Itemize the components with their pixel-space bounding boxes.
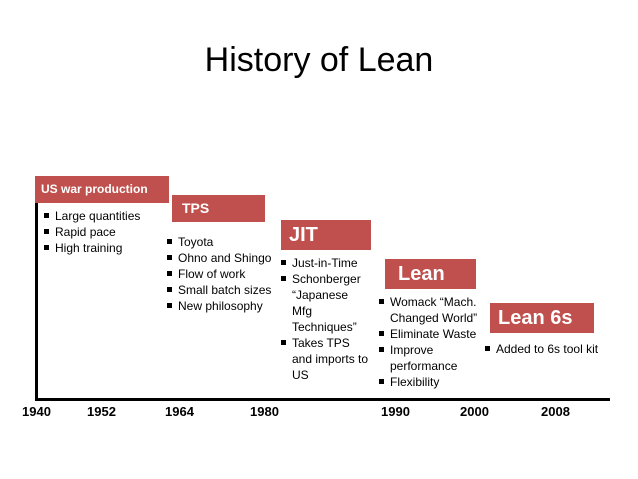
year-label-1964: 1964 <box>165 404 194 419</box>
timeline-horizontal-axis <box>35 398 610 401</box>
bullet-item: Schonberger “Japanese Mfg Techniques” <box>280 271 370 335</box>
page-title: History of Lean <box>204 41 434 79</box>
bullet-item: Flow of work <box>166 266 278 282</box>
bullet-item: Eliminate Waste <box>378 326 492 342</box>
bullet-item: New philosophy <box>166 298 278 314</box>
stage-box-lean: Lean <box>385 259 476 289</box>
stage-box-us-war-production: US war production <box>35 176 169 203</box>
stage-box-jit: JIT <box>281 220 371 250</box>
bullet-item: Just-in-Time <box>280 255 370 271</box>
stage-bullets-lean-6s: Added to 6s tool kit <box>484 341 604 357</box>
timeline-vertical-axis <box>35 178 38 401</box>
bullet-item: Rapid pace <box>43 224 163 240</box>
bullet-item: High training <box>43 240 163 256</box>
year-label-2000: 2000 <box>460 404 489 419</box>
year-label-1940: 1940 <box>22 404 51 419</box>
year-label-2008: 2008 <box>541 404 570 419</box>
year-label-1980: 1980 <box>250 404 279 419</box>
stage-label: JIT <box>289 224 318 246</box>
bullet-item: Womack “Mach. Changed World” <box>378 294 492 326</box>
bullet-item: Large quantities <box>43 208 163 224</box>
stage-box-lean-6s: Lean 6s <box>490 303 594 333</box>
year-label-1952: 1952 <box>87 404 116 419</box>
stage-bullets-tps: Toyota Ohno and Shingo Flow of work Smal… <box>166 234 278 314</box>
bullet-item: Toyota <box>166 234 278 250</box>
bullet-item: Flexibility <box>378 374 492 390</box>
bullet-item: Ohno and Shingo <box>166 250 278 266</box>
stage-box-tps: TPS <box>172 195 265 222</box>
stage-bullets-us-war-production: Large quantities Rapid pace High trainin… <box>43 208 163 256</box>
stage-label: US war production <box>41 182 148 196</box>
stage-label: TPS <box>182 200 210 216</box>
stage-label: Lean <box>398 263 445 285</box>
bullet-item: Improve performance <box>378 342 492 374</box>
stage-bullets-jit: Just-in-Time Schonberger “Japanese Mfg T… <box>280 255 370 383</box>
bullet-item: Added to 6s tool kit <box>484 341 604 357</box>
year-label-1990: 1990 <box>381 404 410 419</box>
stage-label: Lean 6s <box>498 307 573 329</box>
bullet-item: Small batch sizes <box>166 282 278 298</box>
stage-bullets-lean: Womack “Mach. Changed World” Eliminate W… <box>378 294 492 390</box>
bullet-item: Takes TPS and imports to US <box>280 335 370 383</box>
